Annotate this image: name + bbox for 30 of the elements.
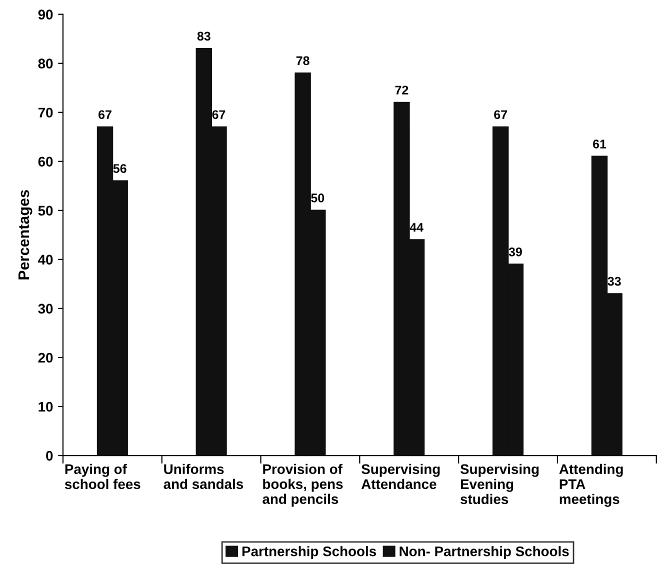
- y-tick-label: 50: [38, 206, 53, 216]
- data-label: 67: [98, 110, 112, 120]
- y-tick-label: 70: [38, 108, 53, 118]
- data-label: 56: [113, 164, 126, 173]
- data-label: 33: [608, 276, 621, 286]
- y-tick-label: 60: [38, 156, 53, 167]
- data-label: 39: [508, 247, 522, 256]
- data-label: 83: [197, 32, 210, 41]
- data-label: 67: [212, 110, 226, 120]
- data-label: 50: [311, 194, 324, 202]
- y-tick-label: 10: [38, 402, 53, 412]
- x-tick-label: Supervising Evening studies: [460, 464, 539, 504]
- x-tick-label: Attending PTA meetings: [559, 464, 623, 507]
- y-tick-label: 20: [38, 352, 53, 363]
- data-label: 72: [395, 86, 408, 94]
- y-tick-label: 80: [38, 58, 53, 69]
- y-axis-title: Percentages: [18, 190, 32, 280]
- x-tick-label: Provision of books, pens and pencils: [262, 464, 343, 507]
- data-label: 67: [494, 110, 508, 120]
- x-tick-label: Paying of school fees: [64, 464, 140, 490]
- y-tick-label: 40: [38, 254, 53, 265]
- data-label: 78: [296, 56, 310, 66]
- y-tick-label: 30: [38, 304, 53, 314]
- legend-label: Partnership Schools: [242, 546, 376, 560]
- data-label: 61: [593, 140, 606, 148]
- y-tick-label: 90: [38, 10, 53, 20]
- y-tick-label: 0: [46, 450, 53, 461]
- legend-label: Non- Partnership Schools: [400, 546, 569, 560]
- x-tick-label: Uniforms and sandals: [164, 464, 244, 490]
- x-tick-label: Supervising Attendance: [361, 464, 440, 490]
